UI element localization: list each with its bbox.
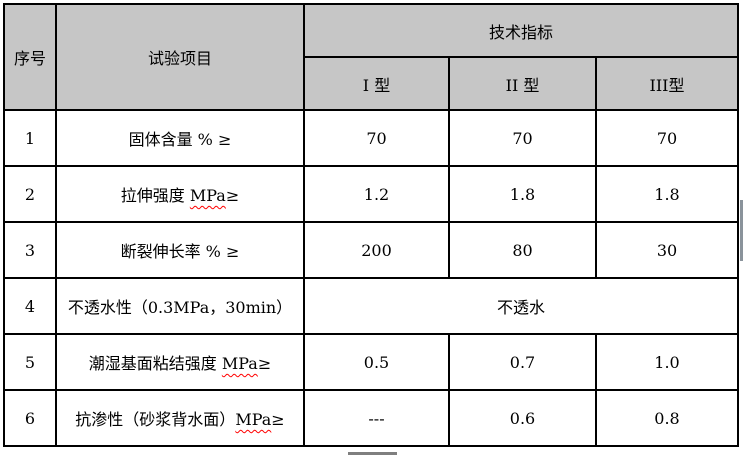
test-item-text: 不透水性（0.3MPa，30min）: [67, 298, 293, 317]
spellcheck-word: MPa: [189, 186, 226, 205]
test-item-text: 抗渗性（砂浆背水面）: [75, 410, 236, 429]
value-cell[interactable]: 1.8: [595, 165, 739, 223]
header-row-types: I 型 II 型 III型: [4, 56, 739, 111]
spec-table: 序号 试验项目 技术指标 I 型 II 型 III型 1 固体含量 % ≥ 70…: [3, 3, 739, 447]
test-item-suffix: ≥: [257, 354, 272, 373]
merged-value-cell[interactable]: 不透水: [303, 277, 739, 335]
table-row: 3 断裂伸长率 % ≥ 200 80 30: [3, 221, 739, 279]
test-item-cell[interactable]: 不透水性（0.3MPa，30min）: [55, 277, 305, 335]
test-item-cell[interactable]: 固体含量 % ≥: [55, 109, 305, 167]
value-cell[interactable]: 80: [448, 221, 597, 279]
test-item-text: 潮湿基面粘结强度: [88, 354, 222, 373]
table-row: 4 不透水性（0.3MPa，30min） 不透水: [3, 277, 739, 335]
col-header-type-2[interactable]: II 型: [448, 56, 597, 111]
value-cell[interactable]: 1.0: [595, 333, 739, 391]
spellcheck-word: MPa: [235, 410, 272, 429]
vertical-scrollbar-thumb[interactable]: [740, 200, 743, 261]
value-cell[interactable]: 70: [448, 109, 597, 167]
value-cell[interactable]: 0.7: [448, 333, 597, 391]
test-item-cell[interactable]: 拉伸强度 MPa≥: [55, 165, 305, 223]
test-item-text: 固体含量 % ≥: [128, 130, 232, 149]
value-cell[interactable]: 70: [595, 109, 739, 167]
test-item-suffix: ≥: [225, 186, 240, 205]
test-item-cell[interactable]: 抗渗性（砂浆背水面）MPa≥: [55, 389, 305, 447]
value-cell[interactable]: 1.2: [303, 165, 450, 223]
value-cell[interactable]: 200: [303, 221, 450, 279]
header-row-group: 序号 试验项目 技术指标: [3, 3, 739, 111]
value-cell[interactable]: ---: [303, 389, 450, 447]
table-row: 6 抗渗性（砂浆背水面）MPa≥ --- 0.6 0.8: [3, 389, 739, 447]
row-number-cell[interactable]: 5: [3, 333, 57, 391]
value-cell[interactable]: 30: [595, 221, 739, 279]
value-cell[interactable]: 0.6: [448, 389, 597, 447]
value-cell[interactable]: 70: [303, 109, 450, 167]
row-number-cell[interactable]: 2: [3, 165, 57, 223]
col-header-item[interactable]: 试验项目: [55, 3, 305, 111]
test-item-cell[interactable]: 断裂伸长率 % ≥: [55, 221, 305, 279]
test-item-text: 断裂伸长率 % ≥: [120, 242, 240, 261]
spellcheck-word: MPa: [221, 354, 258, 373]
table-row: 2 拉伸强度 MPa≥ 1.2 1.8 1.8: [3, 165, 739, 223]
col-header-type-1[interactable]: I 型: [303, 56, 450, 111]
col-header-type-3[interactable]: III型: [595, 56, 739, 111]
test-item-cell[interactable]: 潮湿基面粘结强度 MPa≥: [55, 333, 305, 391]
value-cell[interactable]: 0.5: [303, 333, 450, 391]
horizontal-scrollbar-thumb[interactable]: [348, 452, 397, 455]
row-number-cell[interactable]: 3: [3, 221, 57, 279]
test-item-text: 拉伸强度: [120, 186, 190, 205]
col-header-index[interactable]: 序号: [3, 3, 57, 111]
value-cell[interactable]: 1.8: [448, 165, 597, 223]
table-row: 1 固体含量 % ≥ 70 70 70: [3, 109, 739, 167]
test-item-suffix: ≥: [271, 410, 285, 429]
col-header-group[interactable]: 技术指标: [303, 3, 739, 58]
row-number-cell[interactable]: 1: [3, 109, 57, 167]
row-number-cell[interactable]: 6: [3, 389, 57, 447]
value-cell[interactable]: 0.8: [595, 389, 739, 447]
table-row: 5 潮湿基面粘结强度 MPa≥ 0.5 0.7 1.0: [3, 333, 739, 391]
row-number-cell[interactable]: 4: [3, 277, 57, 335]
